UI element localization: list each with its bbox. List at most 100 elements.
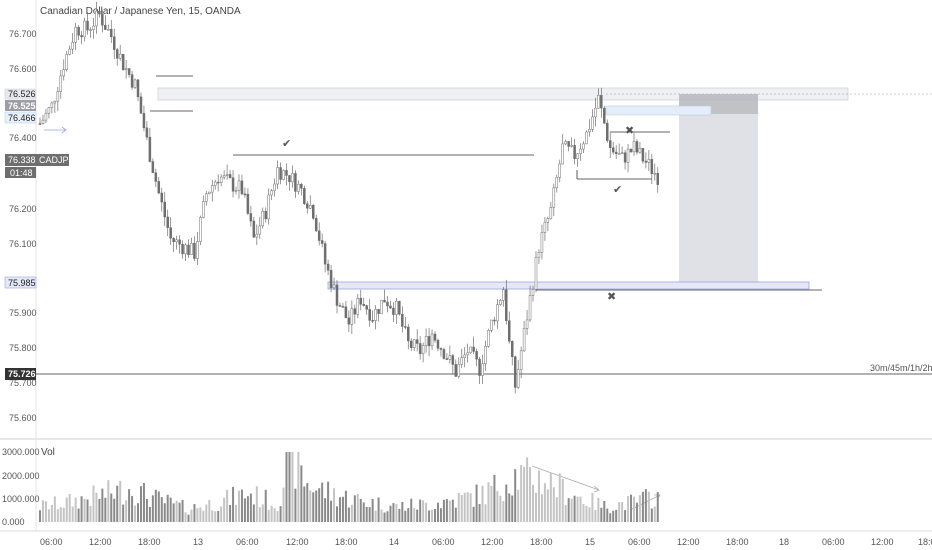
- candle-body: [516, 369, 520, 388]
- candle-body: [309, 205, 312, 209]
- candle-body: [234, 190, 238, 192]
- volume-bar: [475, 484, 478, 522]
- candle-body: [522, 328, 526, 352]
- volume-bar: [508, 493, 511, 522]
- candle-body: [193, 242, 196, 259]
- candle-body: [608, 140, 612, 149]
- candle-body: [273, 183, 276, 191]
- volume-bar: [110, 493, 113, 522]
- volume-bar: [134, 505, 137, 522]
- candle-body: [502, 289, 505, 301]
- short-position-target-box[interactable]: [679, 114, 758, 282]
- entry-highlight-zone[interactable]: [605, 105, 712, 116]
- candle-body: [380, 299, 383, 314]
- time-axis[interactable]: 06:00 12:00 18:00 13 06:00 12:00 18:00 1…: [40, 537, 932, 547]
- volume-bar: [226, 489, 229, 522]
- volume-bar: [255, 486, 258, 522]
- time-tick: 18:00: [138, 537, 161, 547]
- candle-body: [513, 356, 517, 388]
- candle-body: [190, 242, 193, 255]
- candle-body: [626, 148, 630, 163]
- candle-body: [297, 183, 300, 192]
- candle-body: [219, 176, 223, 183]
- volume-bar: [490, 485, 493, 522]
- volume-bar: [537, 470, 540, 522]
- candle-body: [404, 326, 407, 328]
- candle-body: [427, 336, 431, 347]
- candle-body: [454, 364, 458, 377]
- candle-body: [225, 174, 229, 176]
- candle-body: [555, 177, 559, 189]
- support-zone[interactable]: [327, 281, 810, 290]
- volume-bar: [591, 492, 594, 522]
- candle-body: [246, 193, 250, 214]
- drawings[interactable]: ✔ ✔ ✖ ✖: [36, 75, 932, 511]
- volume-bar: [582, 504, 585, 522]
- candle-body: [127, 68, 131, 75]
- candle-body: [243, 193, 247, 196]
- symbol-badge: CADJPY: [39, 155, 75, 165]
- candle-body: [133, 79, 137, 88]
- volume-bar: [321, 482, 324, 522]
- candle-body: [457, 364, 461, 377]
- candle-body: [540, 232, 544, 253]
- x-mark-icon: ✖: [607, 290, 616, 303]
- volume-bar: [324, 498, 327, 522]
- volume-bar: [131, 496, 134, 522]
- volume-bar: [312, 492, 315, 522]
- volume-bar: [341, 496, 344, 522]
- volume-bar: [235, 504, 238, 522]
- candle-body: [255, 233, 259, 238]
- volume-divergence-arrow: [531, 465, 600, 491]
- candle-body: [656, 172, 660, 185]
- candle-body: [421, 345, 425, 354]
- candle-body: [463, 354, 466, 359]
- candle-body: [59, 75, 63, 92]
- candle-body: [208, 191, 211, 195]
- volume-bar: [223, 497, 226, 522]
- volume-bar: [656, 491, 659, 522]
- volume-bar: [178, 502, 181, 522]
- candle-body: [95, 10, 98, 27]
- volume-bar: [368, 507, 371, 522]
- candle-body: [303, 188, 306, 205]
- candle-body: [148, 136, 152, 162]
- candle-body: [41, 119, 45, 124]
- volume-bar: [434, 508, 437, 522]
- volume-bar: [53, 496, 56, 522]
- volume-bar: [232, 486, 235, 522]
- volume-bar: [422, 500, 425, 522]
- time-tick: 12:00: [871, 537, 894, 547]
- volume-bar: [618, 502, 621, 522]
- candle-body: [519, 350, 523, 370]
- candle-body: [493, 319, 496, 322]
- time-tick: 18:00: [918, 537, 932, 547]
- candle-body: [365, 305, 368, 310]
- symbol-badge-bg: [36, 154, 69, 166]
- candle-body: [558, 163, 561, 178]
- candle-body: [166, 216, 169, 228]
- candle-body: [121, 53, 125, 71]
- candle-body: [487, 330, 490, 347]
- candle-body: [564, 141, 567, 145]
- volume-bar: [309, 490, 312, 522]
- volume-bar: [279, 506, 282, 522]
- volume-bar: [65, 497, 68, 522]
- candle-body: [98, 10, 101, 15]
- volume-bar: [431, 509, 434, 522]
- candle-body: [184, 244, 187, 255]
- volume-bar: [404, 510, 407, 522]
- volume-bar: [166, 494, 169, 522]
- candle-body: [603, 107, 606, 124]
- candle-body: [490, 319, 493, 331]
- candle-body: [383, 299, 386, 303]
- candle-body: [347, 317, 351, 325]
- price-axis[interactable]: 76.700 76.600 76.400 76.200 76.100 75.90…: [4, 29, 75, 423]
- volume-bar: [344, 490, 347, 522]
- time-tick: 06:00: [432, 537, 455, 547]
- candle-body: [199, 217, 202, 242]
- volume-bar: [333, 488, 336, 522]
- volume-bar: [576, 496, 579, 522]
- volume-bar: [439, 508, 442, 522]
